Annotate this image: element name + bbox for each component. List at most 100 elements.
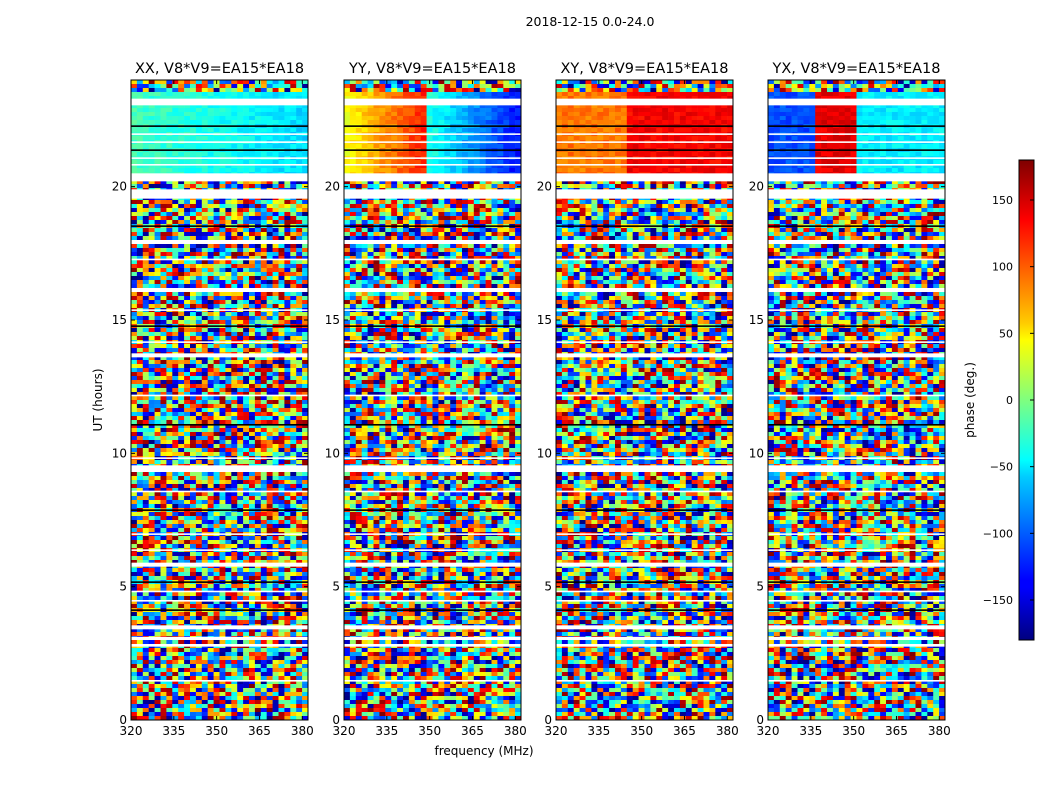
flag-line — [344, 549, 521, 551]
flag-line — [344, 141, 521, 143]
y-tick-label: 5 — [756, 580, 764, 594]
flag-line — [768, 341, 945, 343]
panel-frame — [343, 79, 522, 721]
flag-line — [344, 309, 521, 311]
flag-line — [768, 533, 945, 535]
x-tick-label: 320 — [333, 724, 356, 738]
flagged-gap — [768, 98, 945, 106]
flag-line — [344, 581, 521, 583]
flag-line — [556, 533, 733, 535]
flag-line — [344, 258, 521, 261]
flagged-gap — [131, 644, 308, 647]
flagged-gap — [131, 465, 308, 472]
y-tick-label: 10 — [112, 446, 127, 460]
flag-line — [768, 424, 945, 426]
flag-line — [131, 590, 308, 593]
flag-line — [556, 325, 733, 327]
flag-line — [768, 325, 945, 327]
flag-line — [131, 133, 308, 135]
flag-line — [131, 600, 308, 602]
flagged-gap — [344, 562, 521, 567]
flag-line — [556, 157, 733, 159]
flag-line — [344, 157, 521, 159]
flag-line — [131, 533, 308, 535]
x-tick-label: 350 — [630, 724, 653, 738]
y-tick-label: 10 — [537, 446, 552, 460]
panel-yx: YX, V8*V9=EA15*EA18 320 335 350 365 380 0 5 10 15… — [749, 61, 951, 738]
flagged-gap — [768, 353, 945, 358]
x-tick-label: 335 — [162, 724, 185, 738]
panel-xx: XX, V8*V9=EA15*EA18 320 335 350 365 380 0 5 10 15… — [112, 61, 314, 738]
flag-line — [344, 341, 521, 343]
flag-line — [556, 149, 733, 151]
flag-line — [344, 457, 521, 459]
flag-line — [131, 149, 308, 151]
y-tick-label: 0 — [119, 713, 127, 727]
flag-line — [556, 394, 733, 397]
flag-line — [556, 549, 733, 551]
colorbar-tick-label: 0 — [1006, 394, 1013, 407]
flagged-gap — [344, 98, 521, 106]
flag-line — [344, 225, 521, 227]
flagged-gap — [556, 625, 733, 630]
flag-line — [131, 509, 308, 511]
flag-line — [768, 258, 945, 261]
y-tick-label: 5 — [119, 580, 127, 594]
flagged-gap — [556, 353, 733, 358]
x-tick-label: 350 — [842, 724, 865, 738]
y-tick-label: 0 — [756, 713, 764, 727]
flagged-gap — [556, 562, 733, 567]
x-axis-label: frequency (MHz) — [434, 744, 533, 758]
flag-line — [556, 258, 733, 261]
flag-line — [344, 509, 521, 511]
x-tick-label: 350 — [418, 724, 441, 738]
flag-line — [344, 533, 521, 535]
flag-line — [131, 680, 308, 682]
flag-line — [556, 225, 733, 227]
flagged-gap — [768, 636, 945, 640]
flag-line — [131, 394, 308, 397]
flag-line — [556, 164, 733, 166]
flag-line — [556, 609, 733, 611]
x-tick-label: 380 — [504, 724, 527, 738]
flag-line — [344, 125, 521, 127]
flag-line — [556, 590, 733, 593]
flagged-gap — [344, 288, 521, 292]
flagged-gap — [131, 636, 308, 640]
flag-line — [131, 490, 308, 493]
x-tick-label: 380 — [928, 724, 951, 738]
flagged-gap — [344, 189, 521, 199]
y-tick-label: 20 — [537, 180, 552, 194]
flag-line — [344, 133, 521, 135]
flag-line — [131, 424, 308, 426]
flagged-gap — [768, 288, 945, 292]
flagged-gap — [556, 465, 733, 472]
flag-line — [344, 394, 521, 397]
flagged-gap — [344, 625, 521, 630]
flag-line — [768, 149, 945, 151]
flag-line — [768, 609, 945, 611]
flagged-gap — [131, 562, 308, 567]
flag-line — [131, 549, 308, 551]
flagged-gap — [556, 173, 733, 182]
flagged-gap — [768, 625, 945, 630]
y-tick-label: 15 — [325, 313, 340, 327]
y-tick-label: 20 — [112, 180, 127, 194]
flag-line — [131, 157, 308, 159]
flagged-gap — [131, 240, 308, 244]
x-tick-label: 335 — [799, 724, 822, 738]
figure-suptitle: 2018-12-15 0.0-24.0 — [526, 14, 655, 29]
flagged-gap — [344, 173, 521, 182]
flag-line — [344, 680, 521, 682]
flagged-gap — [556, 288, 733, 292]
flag-line — [768, 590, 945, 593]
y-axis-label: UT (hours) — [91, 368, 105, 431]
x-tick-label: 320 — [757, 724, 780, 738]
panel-frame — [130, 79, 309, 721]
flag-line — [131, 258, 308, 261]
flagged-gap — [556, 636, 733, 640]
flag-line — [556, 424, 733, 426]
flag-line — [556, 581, 733, 583]
colorbar-label: phase (deg.) — [963, 362, 977, 438]
